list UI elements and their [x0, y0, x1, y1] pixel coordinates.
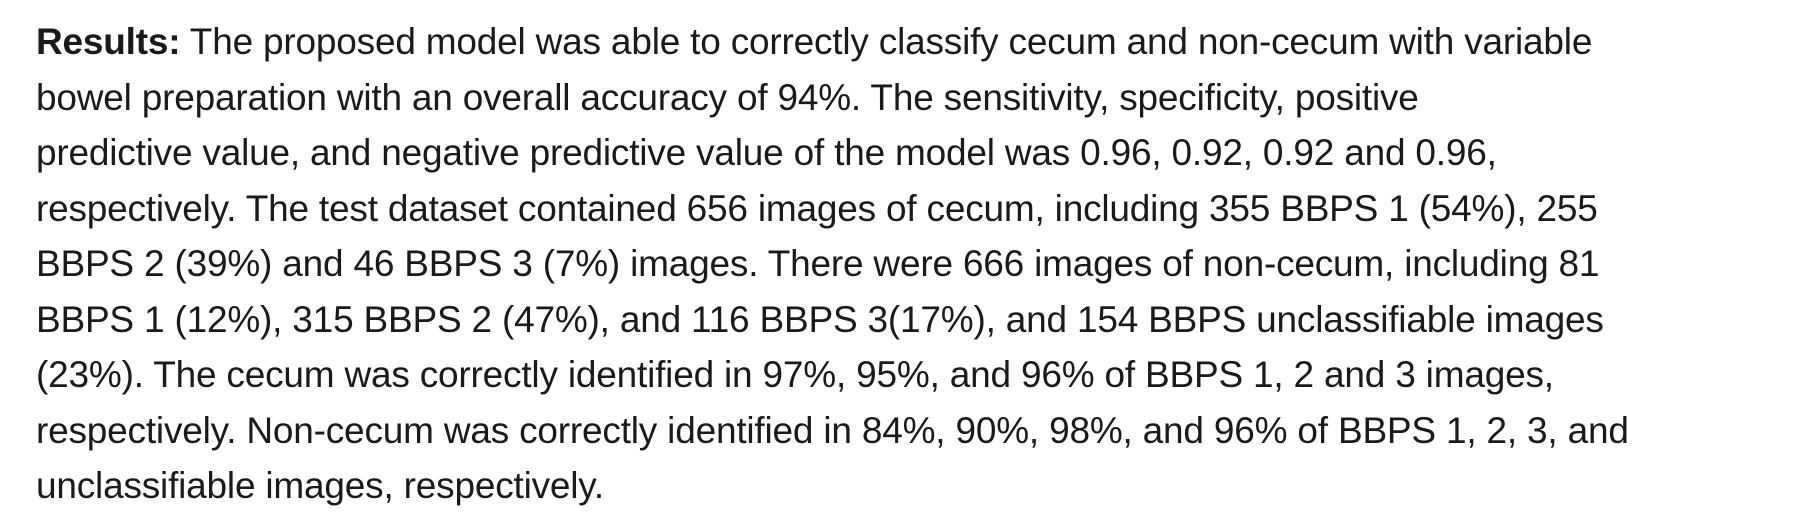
text-line-4: respectively. The test dataset contained… — [36, 187, 1598, 229]
results-paragraph: Results: The proposed model was able to … — [36, 14, 1776, 514]
text-line-5: BBPS 2 (39%) and 46 BBPS 3 (7%) images. … — [36, 243, 1600, 284]
text-line-3: predictive value, and negative predictiv… — [36, 132, 1497, 173]
text-line-9: unclassifiable images, respectively. — [36, 465, 604, 506]
text-line-1: Results: The proposed model was able to … — [36, 14, 1776, 70]
results-label: Results: — [36, 21, 181, 62]
text-line-2: bowel preparation with an overall accura… — [36, 76, 1419, 118]
text-line-8: respectively. Non-cecum was correctly id… — [36, 409, 1629, 451]
text-line-7: (23%). The cecum was correctly identifie… — [36, 354, 1554, 395]
text-line-6: BBPS 1 (12%), 315 BBPS 2 (47%), and 116 … — [36, 298, 1604, 340]
text-line-1-content: The proposed model was able to correctly… — [180, 21, 1593, 62]
